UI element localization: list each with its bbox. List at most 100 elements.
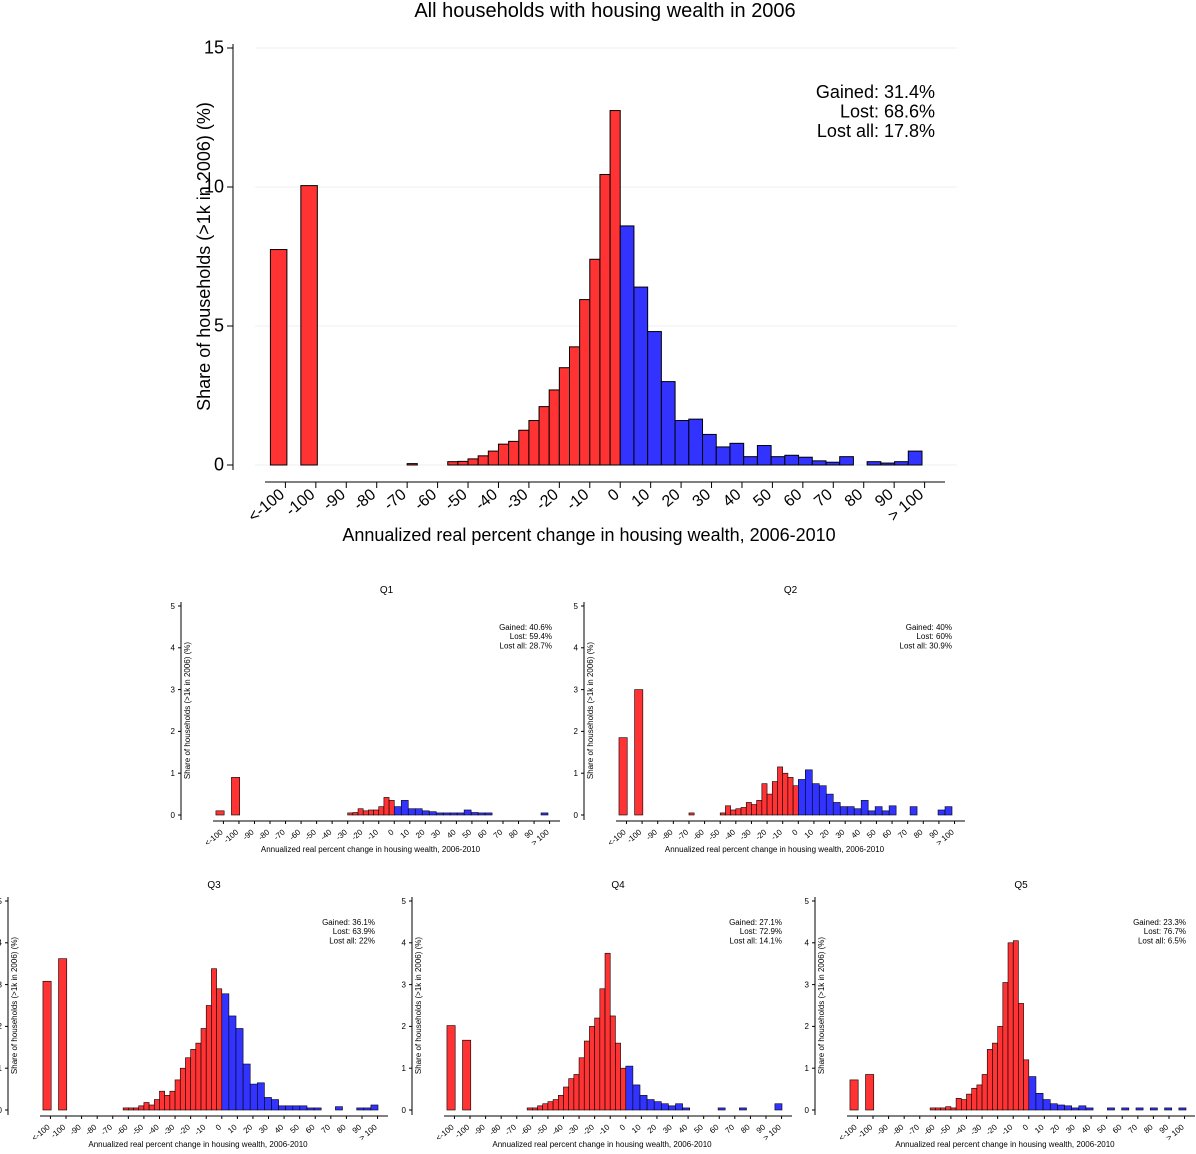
bar-gained — [675, 1103, 683, 1111]
bar-gained — [888, 805, 897, 816]
bar-gained — [540, 812, 549, 816]
bar-lost — [992, 1042, 998, 1111]
x-axis-label: Annualized real percent change in housin… — [492, 1140, 712, 1149]
bar-gained — [1035, 1092, 1044, 1111]
stats-annotation: Lost all: 22% — [329, 936, 375, 945]
bar-gained — [756, 445, 772, 466]
x-tick-label: 60 — [1111, 1122, 1124, 1135]
x-tick-label: 70 — [1127, 1122, 1140, 1135]
bar-lost-all — [269, 249, 288, 466]
bar-gained — [271, 1099, 279, 1111]
bar-lost — [945, 1106, 952, 1111]
x-tick-label: -60 — [922, 1122, 937, 1137]
bar-gained — [682, 1107, 690, 1111]
stats-annotation: Gained: 23.3% — [1133, 918, 1186, 927]
bar-lost — [1023, 1059, 1030, 1111]
stats-annotation: Lost: 72.9% — [740, 927, 782, 936]
y-tick-label: 3 — [171, 685, 176, 694]
x-tick-label: 0 — [386, 827, 396, 837]
chart-title: Q1 — [380, 585, 394, 596]
x-tick-label: -20 — [984, 1122, 999, 1137]
bar-gained — [729, 442, 745, 466]
bar-gained — [1107, 1107, 1115, 1111]
bar-lost — [1007, 942, 1014, 1111]
bar-lost — [976, 1084, 983, 1111]
y-tick-label: 0 — [171, 811, 176, 820]
bar-lost — [406, 463, 418, 466]
bar-gained — [256, 1082, 265, 1111]
y-tick-label: 0 — [805, 1106, 810, 1115]
x-tick-label: 30 — [1064, 1122, 1077, 1135]
x-tick-label: 40 — [1080, 1122, 1093, 1135]
bar-lost — [966, 1093, 972, 1111]
chart-title: All households with housing wealth in 20… — [414, 0, 795, 22]
x-tick-label: -30 — [969, 1122, 984, 1137]
bar-lost — [950, 1107, 957, 1111]
stats-annotation: Lost all: 14.1% — [730, 936, 782, 945]
bar-gained — [1078, 1105, 1087, 1111]
bar-lost-all — [618, 737, 628, 816]
y-tick-label: 2 — [805, 1022, 810, 1031]
x-tick-label: 0 — [790, 827, 800, 837]
bar-lost — [929, 1107, 936, 1111]
bar-lost-all — [58, 958, 68, 1111]
bar-gained — [944, 806, 953, 816]
y-tick-label: 4 — [171, 644, 176, 653]
y-tick-label: 2 — [171, 727, 176, 736]
bar-lost-all — [462, 1039, 472, 1111]
bar-gained — [1121, 1107, 1130, 1111]
bar-lost — [986, 1049, 993, 1111]
chart-title: Q4 — [611, 880, 625, 891]
y-tick-label: 1 — [0, 1064, 3, 1073]
x-tick-label: -80 — [891, 1122, 906, 1137]
y-tick-label: 3 — [805, 980, 810, 989]
bar-lost — [1018, 1003, 1024, 1111]
bar-gained — [335, 1106, 343, 1111]
bar-lost — [1012, 940, 1019, 1111]
bar-lost-all — [446, 1025, 456, 1111]
bar-lost — [997, 1026, 1004, 1111]
x-tick-label: 0 — [214, 1122, 224, 1132]
bar-lost-all — [231, 777, 240, 816]
y-tick-label: 1 — [171, 769, 176, 778]
chart-title: Q2 — [784, 585, 798, 596]
y-axis-label: Share of households (>1k in 2006) (%) — [586, 642, 595, 780]
y-tick-label: 2 — [574, 727, 579, 736]
bar-gained — [400, 800, 409, 816]
bar-lost — [1002, 982, 1009, 1111]
stats-annotation: Gained: 40.6% — [499, 623, 552, 632]
y-tick-label: 4 — [574, 644, 579, 653]
x-tick-label: -50 — [938, 1122, 953, 1137]
bar-gained — [909, 806, 918, 816]
stats-annotation: Lost: 59.4% — [510, 632, 552, 641]
bar-gained — [839, 456, 854, 466]
y-tick-label: 5 — [0, 897, 3, 906]
y-tick-label: 4 — [402, 939, 407, 948]
bar-lost — [981, 1074, 988, 1111]
x-tick-label: 0 — [618, 1122, 628, 1132]
x-tick-label: -100 — [856, 1122, 874, 1140]
y-tick-label: 3 — [0, 980, 3, 989]
bar-gained — [1178, 1107, 1187, 1111]
bar-lost — [960, 1099, 967, 1111]
bar-gained — [1135, 1107, 1144, 1111]
x-tick-label: -70 — [906, 1122, 921, 1137]
x-tick-label: 20 — [1049, 1122, 1062, 1135]
y-tick-label: 5 — [214, 316, 224, 336]
y-axis-label: Share of households (>1k in 2006) (%) — [10, 937, 19, 1075]
stats-annotation: Lost: 63.9% — [333, 927, 375, 936]
x-tick-label: 50 — [1095, 1122, 1108, 1135]
y-tick-label: 0 — [214, 455, 224, 475]
x-tick-label: -10 — [1000, 1122, 1015, 1137]
x-tick-label: 0 — [1021, 1122, 1031, 1132]
stats-annotation: Lost all: 17.8% — [817, 121, 935, 141]
bar-lost-all — [300, 185, 318, 466]
y-tick-label: 2 — [402, 1022, 407, 1031]
stats-annotation: Gained: 27.1% — [729, 918, 782, 927]
bar-gained — [370, 1104, 379, 1111]
y-axis-label: Share of households (>1k in 2006) (%) — [194, 102, 214, 411]
